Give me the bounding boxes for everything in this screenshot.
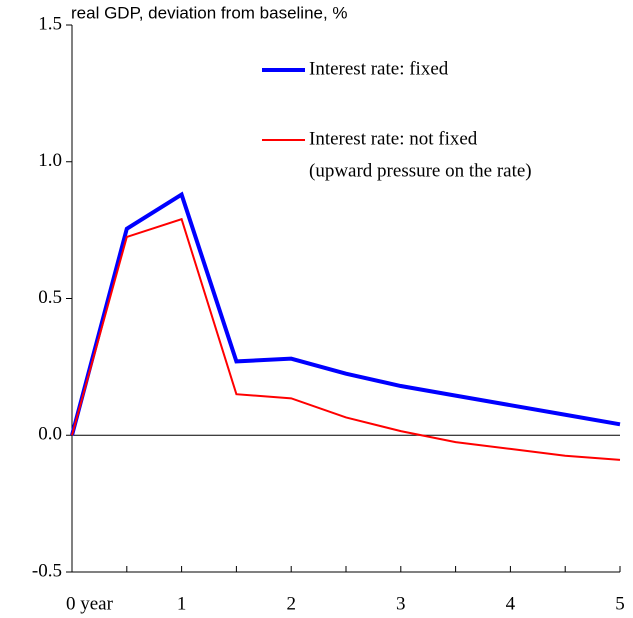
- x-tick-label: 3: [396, 593, 406, 614]
- x-tick-label: 2: [286, 593, 296, 614]
- line: [71, 217, 621, 461]
- y-tick-label: 0.5: [38, 287, 62, 308]
- x-tick-label: 0 year: [66, 593, 114, 614]
- x-tick-label: 1: [177, 593, 187, 614]
- y-tick-label: -0.5: [32, 560, 62, 581]
- y-tick-label: 1.5: [38, 13, 62, 34]
- legend-note: (upward pressure on the rate): [309, 160, 532, 181]
- y-tick-label: 1.0: [38, 150, 62, 171]
- x-tick-label: 4: [506, 593, 516, 614]
- legend-label: Interest rate: not fixed: [309, 128, 478, 149]
- line: [70, 191, 621, 436]
- x-tick-label: 5: [615, 593, 625, 614]
- y-axis-label: real GDP, deviation from baseline, %: [71, 3, 348, 22]
- y-tick-label: 0.0: [38, 424, 62, 445]
- legend-label: Interest rate: fixed: [309, 58, 449, 79]
